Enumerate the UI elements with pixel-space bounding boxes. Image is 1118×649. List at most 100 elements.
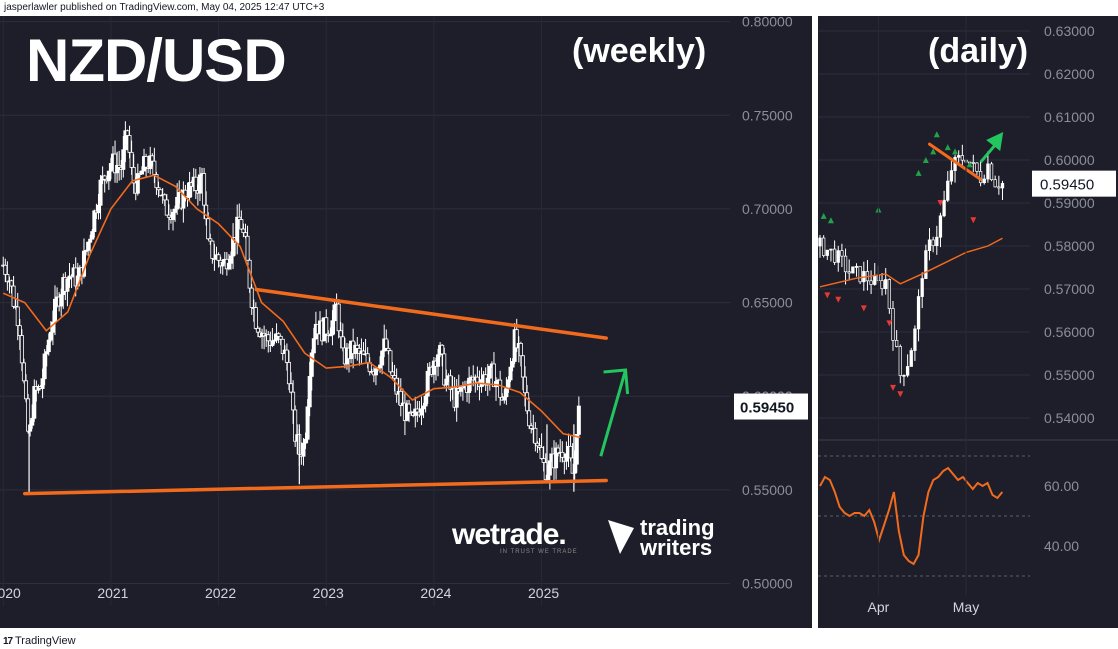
daily-candle-body [898, 346, 902, 376]
daily-candle-body [957, 155, 961, 158]
daily-y-tick-label: 0.63000 [1044, 23, 1095, 39]
weekly-candle-body [386, 347, 391, 352]
weekly-candle-body [392, 375, 397, 379]
daily-chart-panel[interactable]: 0.63000 0.62000 0.61000 0.60000 0.59000 0.580… [818, 16, 1118, 628]
weekly-candle-body [564, 453, 569, 462]
daily-candle-body [821, 237, 826, 256]
daily-up-arrow-icon [979, 143, 997, 164]
weekly-up-arrow-icon [599, 369, 628, 457]
daily-y-tick-label: 0.56000 [1044, 324, 1095, 340]
daily-up-arrow-head-icon [986, 131, 1004, 151]
weekly-candle-body [498, 379, 503, 398]
weekly-candle-body [270, 340, 275, 346]
weekly-candle-body [175, 196, 180, 210]
weekly-candle-body [11, 285, 16, 307]
daily-sell-signal-icon [970, 217, 977, 224]
tradingview-footer: 17 TradingView [0, 634, 1118, 648]
daily-candle-body [836, 250, 840, 263]
daily-candle-body [869, 280, 873, 285]
weekly-candle-body [574, 434, 579, 465]
weekly-moving-average-line [2, 174, 581, 439]
weekly-candle-body [88, 238, 93, 243]
weekly-candle-body [407, 403, 412, 413]
weekly-candle-body [533, 427, 538, 444]
weekly-candle-body [487, 365, 492, 379]
weekly-candle-body [226, 262, 231, 270]
weekly-candle-body [510, 361, 515, 368]
weekly-candle-body [378, 364, 383, 369]
weekly-candle-body [150, 155, 155, 162]
weekly-chart[interactable]: 0.800000.750000.700000.650000.600000.550… [0, 16, 812, 628]
wetrade-tagline: IN TRUST WE TRADE [500, 549, 578, 555]
daily-y-tick-label: 0.57000 [1044, 281, 1095, 297]
weekly-candle-body [286, 362, 291, 385]
daily-candle-body [924, 250, 928, 279]
daily-candle-body [840, 250, 844, 257]
publisher-header: jasperlawler published on TradingView.co… [4, 2, 325, 13]
weekly-candle-body [241, 228, 246, 234]
weekly-candle-body [502, 396, 507, 401]
weekly-x-tick-label: 2023 [313, 585, 344, 601]
weekly-candle-body [125, 130, 130, 136]
weekly-support-trendline [23, 478, 608, 496]
weekly-candle-body [436, 354, 441, 367]
weekly-chart-panel[interactable]: 0.800000.750000.700000.650000.600000.550… [0, 16, 812, 628]
weekly-candle-body [52, 298, 57, 323]
pair-title: NZD/USD [26, 27, 287, 94]
weekly-candle-body [102, 175, 107, 180]
weekly-candle-body [171, 212, 176, 220]
weekly-candle-body [152, 160, 157, 175]
daily-candle-body [902, 374, 906, 377]
weekly-candle-body [32, 386, 37, 419]
weekly-candle-body [301, 442, 306, 457]
weekly-candle-body [547, 460, 552, 476]
weekly-candle-body [42, 353, 47, 380]
weekly-candle-body [289, 383, 294, 393]
weekly-candle-body [388, 350, 393, 373]
daily-sell-signal-icon [835, 296, 842, 303]
weekly-candle-body [139, 170, 144, 175]
weekly-candle-body [235, 216, 240, 244]
weekly-candle-body [365, 353, 370, 364]
weekly-candle-body [560, 451, 565, 458]
weekly-y-tick-label: 0.70000 [742, 201, 793, 217]
weekly-candle-body [454, 388, 459, 408]
daily-candle-body [931, 239, 935, 247]
weekly-y-tick-label: 0.65000 [742, 295, 793, 311]
daily-candle-body [913, 328, 917, 351]
daily-candle-body [946, 180, 950, 201]
weekly-candle-body [15, 306, 20, 327]
daily-candle-body [1000, 183, 1005, 189]
weekly-candle-body [444, 378, 449, 386]
daily-y-tick-label: 0.61000 [1044, 109, 1095, 125]
daily-price-label: 0.59450 [1040, 177, 1094, 194]
weekly-candle-body [336, 303, 341, 332]
daily-candle-body [818, 237, 822, 247]
daily-rsi-tick-label: 40.00 [1044, 538, 1079, 554]
weekly-candle-body [491, 363, 496, 388]
weekly-resistance-trendline [254, 287, 608, 340]
trading-writers-logo-icon [608, 520, 634, 554]
weekly-candle-body [249, 287, 254, 308]
weekly-candle-body [508, 366, 513, 381]
weekly-candle-body [425, 370, 430, 397]
daily-chart[interactable]: 0.63000 0.62000 0.61000 0.60000 0.59000 0.580… [818, 16, 1118, 628]
daily-sell-signal-icon [937, 200, 944, 207]
weekly-candle-body [24, 380, 29, 400]
daily-candle-body [847, 271, 851, 274]
daily-buy-signal-icon [930, 148, 937, 155]
weekly-candle-body [373, 368, 378, 376]
weekly-candle-body [127, 135, 132, 153]
weekly-candle-body [206, 218, 211, 240]
daily-rsi-tick-label: 60.00 [1044, 478, 1079, 494]
weekly-candle-body [59, 294, 64, 307]
trading-writers-logo-text: trading writers [640, 517, 715, 559]
weekly-candle-body [576, 405, 581, 435]
daily-label: (daily) [928, 32, 1029, 70]
daily-y-tick-label: 0.60000 [1044, 152, 1095, 168]
daily-candle-body [920, 278, 924, 297]
weekly-candle-body [46, 339, 51, 353]
weekly-candle-body [525, 392, 530, 412]
weekly-candle-body [202, 173, 207, 206]
